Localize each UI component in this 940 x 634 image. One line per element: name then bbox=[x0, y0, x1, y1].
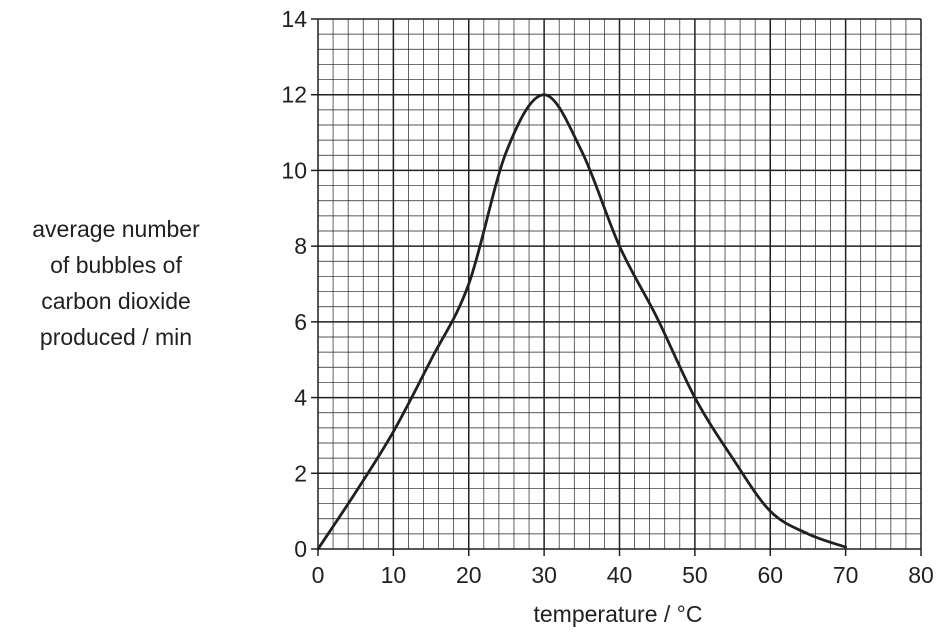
y-tick-label: 14 bbox=[281, 6, 307, 32]
y-tick-label: 0 bbox=[294, 536, 307, 562]
x-tick-label: 50 bbox=[682, 562, 708, 588]
tick-labels: 0 10 20 30 40 50 60 70 80 0 2 4 6 8 10 12 14 bbox=[281, 6, 933, 588]
x-tick-label: 20 bbox=[456, 562, 482, 588]
x-tick-label: 70 bbox=[833, 562, 859, 588]
y-axis-title-line: average number bbox=[32, 216, 200, 242]
x-tick-label: 80 bbox=[908, 562, 934, 588]
y-tick-label: 8 bbox=[294, 233, 307, 259]
y-axis-title-line: produced / min bbox=[39, 324, 193, 350]
y-axis-title-line: of bubbles of bbox=[50, 252, 182, 278]
x-tick-label: 10 bbox=[381, 562, 407, 588]
y-tick-label: 4 bbox=[294, 385, 307, 411]
y-tick-label: 2 bbox=[294, 460, 307, 486]
x-axis-title: temperature / °C bbox=[534, 601, 703, 627]
x-tick-label: 30 bbox=[531, 562, 557, 588]
x-tick-label: 60 bbox=[757, 562, 783, 588]
y-tick-label: 12 bbox=[281, 82, 307, 108]
y-axis-title-line: carbon dioxide bbox=[41, 288, 191, 314]
y-tick-label: 6 bbox=[294, 309, 307, 335]
x-tick-label: 0 bbox=[312, 562, 325, 588]
series-line bbox=[316, 93, 848, 551]
data-series bbox=[316, 93, 848, 551]
x-tick-label: 40 bbox=[607, 562, 633, 588]
y-tick-label: 10 bbox=[281, 157, 307, 183]
major-grid bbox=[317, 18, 922, 550]
